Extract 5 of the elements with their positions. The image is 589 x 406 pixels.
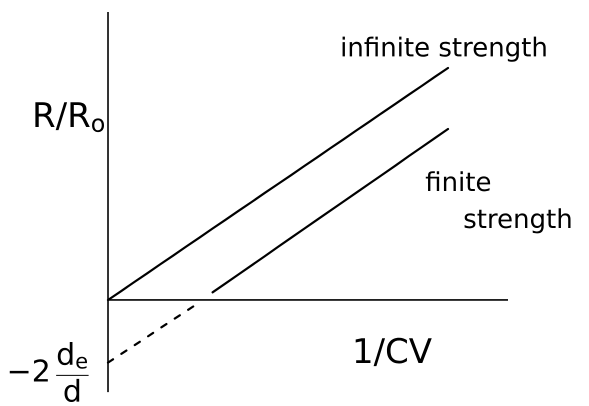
y-axis-title: R/R$_{o}$	[35, 102, 104, 132]
series-label: infinite strength	[342, 36, 546, 62]
x-axis-title: 1/CV	[356, 338, 432, 366]
text: $\text{−2}\,\frac{\text{d}_{\text{e}}}{\text{d}}$	[10, 342, 89, 402]
series-label: finite strength	[426, 171, 571, 234]
